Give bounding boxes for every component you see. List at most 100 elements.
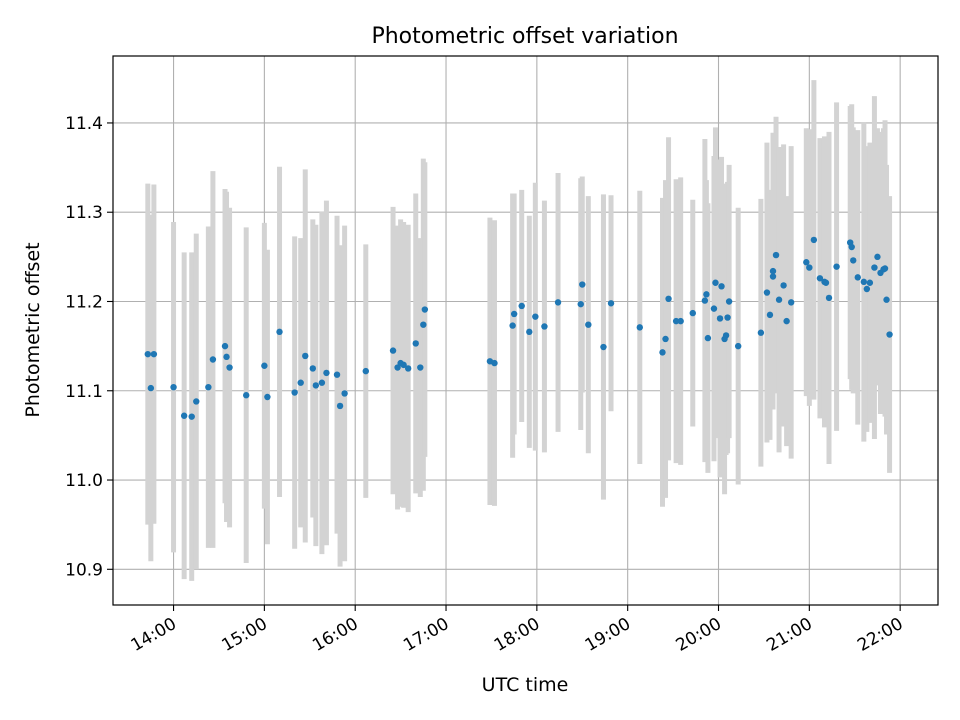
data-point	[780, 282, 787, 289]
data-point	[725, 298, 733, 305]
data-point	[170, 383, 177, 391]
data-point	[261, 362, 268, 369]
data-point	[221, 342, 229, 350]
y-tick-label: 11.1	[65, 382, 103, 402]
data-point	[420, 321, 427, 328]
y-tick-label: 11.4	[65, 114, 103, 134]
data-point	[223, 353, 230, 361]
data-point	[341, 390, 348, 397]
data-point	[188, 413, 195, 420]
data-point	[881, 265, 889, 272]
plot-frame	[112, 55, 939, 606]
data-point	[787, 299, 795, 306]
data-point	[309, 365, 317, 372]
data-point	[677, 317, 684, 325]
data-point	[607, 300, 615, 307]
data-point	[772, 251, 780, 259]
data-point	[636, 324, 643, 331]
y-tick-label: 11.3	[65, 203, 103, 223]
y-axis-ticks: 10.9 11.0 11.1 11.2 11.3 11.4	[65, 114, 113, 580]
data-point	[662, 335, 669, 343]
data-point	[710, 305, 718, 312]
data-point	[863, 285, 871, 293]
data-point	[264, 393, 271, 401]
data-point	[243, 392, 250, 399]
data-point	[866, 279, 874, 286]
data-point	[336, 402, 344, 410]
data-point	[716, 315, 724, 322]
data-point	[276, 328, 283, 336]
chart-title: Photometric offset variation	[371, 24, 678, 49]
data-point	[302, 352, 309, 360]
data-point	[734, 342, 742, 350]
data-point	[532, 313, 539, 320]
data-point	[757, 329, 765, 336]
data-point	[775, 296, 783, 303]
data-point	[417, 364, 424, 371]
data-point	[193, 398, 200, 405]
data-point	[883, 296, 890, 303]
data-point	[323, 369, 330, 377]
data-point	[412, 340, 419, 347]
data-point	[833, 263, 840, 270]
data-point	[362, 367, 369, 375]
data-point	[704, 334, 712, 342]
data-point	[577, 300, 584, 308]
data-point	[150, 350, 158, 358]
data-point	[810, 236, 818, 244]
data-points	[144, 236, 893, 420]
data-point	[585, 321, 592, 328]
data-point	[147, 384, 155, 392]
data-point	[724, 314, 731, 321]
data-point	[554, 299, 562, 306]
data-point	[209, 356, 217, 363]
data-point	[816, 275, 824, 282]
data-point	[510, 310, 518, 318]
data-point	[205, 383, 212, 391]
data-point	[871, 264, 878, 271]
data-point	[491, 359, 498, 367]
data-point	[854, 274, 861, 281]
data-point	[703, 291, 710, 298]
data-point	[783, 317, 790, 325]
data-point	[526, 328, 533, 336]
data-point	[333, 371, 341, 378]
data-point	[769, 273, 777, 280]
data-point	[297, 379, 304, 386]
data-point	[763, 289, 771, 296]
data-point	[769, 267, 777, 275]
data-point	[874, 253, 881, 261]
data-point	[848, 243, 855, 251]
y-tick-label: 10.9	[65, 560, 103, 580]
data-point	[825, 294, 833, 302]
data-point	[421, 306, 429, 313]
data-point	[291, 389, 298, 396]
data-point	[226, 364, 233, 371]
data-point	[718, 283, 725, 290]
data-point	[766, 311, 774, 319]
data-point	[579, 281, 586, 288]
data-point	[144, 350, 152, 358]
data-point	[672, 317, 680, 325]
data-point	[689, 309, 696, 317]
data-point	[712, 279, 719, 286]
data-point	[886, 331, 893, 338]
y-axis-label: Photometric offset	[22, 242, 44, 417]
data-point	[600, 343, 607, 351]
data-point	[180, 412, 188, 419]
data-point	[659, 349, 666, 356]
data-point	[806, 264, 813, 271]
data-point	[701, 297, 709, 304]
data-point	[803, 259, 810, 266]
y-tick-label: 11.2	[65, 292, 103, 312]
data-point	[722, 332, 730, 339]
data-point	[518, 302, 525, 310]
data-point	[850, 257, 857, 264]
data-point	[822, 279, 830, 286]
y-tick-label: 11.0	[65, 471, 103, 491]
data-point	[509, 322, 516, 329]
data-point	[389, 347, 397, 354]
data-point	[665, 295, 672, 303]
